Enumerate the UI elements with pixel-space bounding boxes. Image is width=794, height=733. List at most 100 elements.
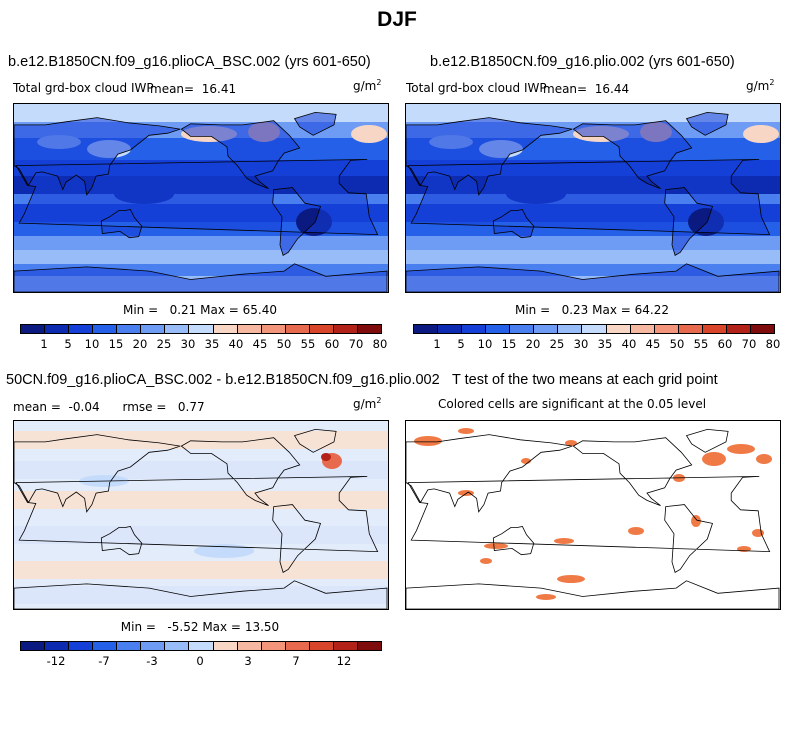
colorbar-cell [582,325,607,333]
page-title: DJF [377,8,417,31]
panel1-map [13,103,389,293]
colorbar-cell [21,325,46,333]
colorbar-tick-label: -3 [146,654,158,668]
colorbar-tick-label: 55 [300,337,316,351]
colorbar-cell [141,325,166,333]
panel3-units: g/m2 [353,396,382,411]
panel4-map [405,420,781,610]
colorbar-cell [438,325,463,333]
colorbar-cell [357,325,381,333]
panel2-colorbar [413,324,775,334]
colorbar-cell [510,325,535,333]
colorbar-cell [702,325,727,333]
colorbar-cell [189,642,214,650]
colorbar-tick-label: 60 [717,337,733,351]
panel1-title: b.e12.B1850CN.f09_g16.plioCA_BSC.002 (yr… [8,54,371,70]
colorbar-tick-label: 10 [84,337,100,351]
colorbar-tick-label: 55 [693,337,709,351]
colorbar-cell [213,642,238,650]
panel2-mean: mean= 16.44 [543,82,630,96]
colorbar-tick-label: 70 [348,337,364,351]
panel1-minmax: Min = 0.21 Max = 65.40 [122,303,278,317]
colorbar-cell [750,325,774,333]
colorbar-tick-label: 5 [457,337,465,351]
colorbar-cell [117,325,142,333]
colorbar-tick-label: 35 [597,337,613,351]
panel4-subtitle: Colored cells are significant at the 0.0… [438,397,707,411]
colorbar-cell [558,325,583,333]
colorbar-cell [285,642,310,650]
colorbar-cell [606,325,631,333]
colorbar-tick-label: 25 [156,337,172,351]
colorbar-cell [486,325,511,333]
colorbar-cell [357,642,381,650]
panel1-subtitle: Total grd-box cloud IWP [13,81,154,95]
panel3-title: 50CN.f09_g16.plioCA_BSC.002 - b.e12.B185… [6,372,440,388]
colorbar-tick-label: 15 [501,337,517,351]
colorbar-cell [654,325,679,333]
colorbar-tick-label: 30 [180,337,196,351]
panel3-stats: mean = -0.04 rmse = 0.77 [13,400,205,414]
colorbar-cell [93,325,118,333]
colorbar-cell [237,642,262,650]
colorbar-cell [285,325,310,333]
colorbar-cell [141,642,166,650]
panel3-map [13,420,389,610]
panel2-map [405,103,781,293]
colorbar-tick-label: 25 [549,337,565,351]
colorbar-cell [678,325,703,333]
panel4-title: T test of the two means at each grid poi… [452,372,718,388]
colorbar-tick-label: 0 [196,654,204,668]
map-plot [406,104,780,292]
colorbar-tick-label: 30 [573,337,589,351]
colorbar-cell [333,325,358,333]
colorbar-cell [630,325,655,333]
panel3-minmax: Min = -5.52 Max = 13.50 [120,620,280,634]
colorbar-tick-label: 80 [765,337,781,351]
colorbar-tick-label: 1 [40,337,48,351]
colorbar-cell [45,325,70,333]
panel2-units: g/m2 [746,78,775,93]
colorbar-cell [261,325,286,333]
colorbar-cell [165,642,190,650]
map-plot [406,421,780,609]
colorbar-tick-label: 10 [477,337,493,351]
colorbar-tick-label: 45 [645,337,661,351]
panel1-colorbar [20,324,382,334]
colorbar-tick-label: 7 [292,654,300,668]
colorbar-cell [21,642,46,650]
colorbar-cell [414,325,439,333]
colorbar-cell [213,325,238,333]
colorbar-cell [189,325,214,333]
colorbar-tick-label: 15 [108,337,124,351]
map-plot [14,421,388,609]
colorbar-tick-label: 12 [336,654,352,668]
panel2-subtitle: Total grd-box cloud IWP [406,81,547,95]
colorbar-cell [309,642,334,650]
panel2-title: b.e12.B1850CN.f09_g16.plio.002 (yrs 601-… [430,54,735,70]
colorbar-tick-label: 1 [433,337,441,351]
map-plot [14,104,388,292]
colorbar-tick-label: -12 [46,654,66,668]
colorbar-tick-label: 50 [276,337,292,351]
colorbar-cell [261,642,286,650]
colorbar-cell [726,325,751,333]
colorbar-cell [333,642,358,650]
colorbar-cell [237,325,262,333]
colorbar-cell [462,325,487,333]
panel1-mean: mean= 16.41 [150,82,237,96]
colorbar-tick-label: 45 [252,337,268,351]
colorbar-tick-label: 3 [244,654,252,668]
colorbar-tick-label: 40 [621,337,637,351]
colorbar-tick-label: 50 [669,337,685,351]
colorbar-cell [69,325,94,333]
colorbar-tick-label: 35 [204,337,220,351]
colorbar-tick-label: 80 [372,337,388,351]
colorbar-tick-label: 20 [525,337,541,351]
colorbar-tick-label: 5 [64,337,72,351]
colorbar-cell [117,642,142,650]
colorbar-cell [45,642,70,650]
colorbar-tick-label: 40 [228,337,244,351]
panel2-minmax: Min = 0.23 Max = 64.22 [514,303,670,317]
colorbar-cell [69,642,94,650]
